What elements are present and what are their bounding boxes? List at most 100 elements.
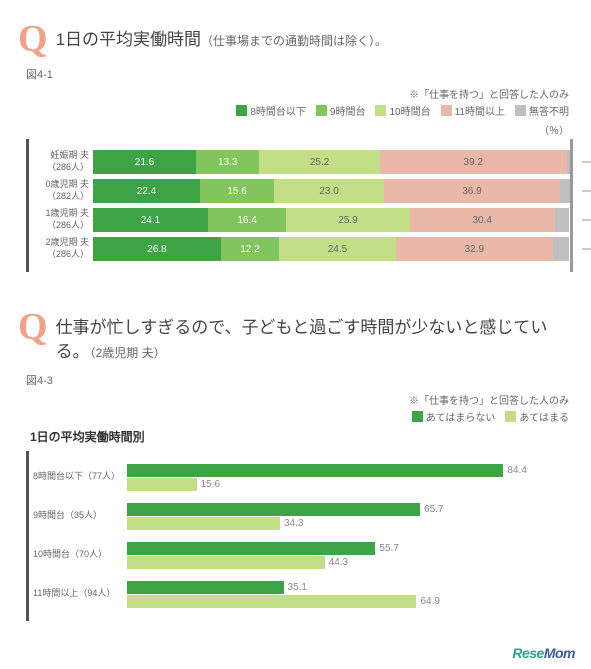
bar-row: 0歳児期 夫（282人）22.415.623.036.92.1 xyxy=(29,179,570,203)
bar-value: 55.7 xyxy=(379,543,398,554)
legend-swatch xyxy=(375,105,386,116)
bar-pair: 35.1 64.9 xyxy=(127,580,573,609)
bar-fill xyxy=(127,556,325,569)
legend-swatch xyxy=(515,105,526,116)
category-label: 10時間台（70人） xyxy=(29,541,127,560)
bar-segment: 25.9 xyxy=(286,208,410,232)
bar-fill xyxy=(127,478,197,491)
bar-value-outside: 2.1 xyxy=(582,186,591,197)
q-title: 1日の平均実働時間（仕事場までの通勤時間は除く）。 xyxy=(56,20,387,52)
bar-fill xyxy=(127,503,420,516)
bar: 44.3 xyxy=(127,556,573,569)
bar-row: 10時間台（70人） 55.7 44.3 xyxy=(29,541,573,570)
bar-row: 8時間台以下（77人）84.415.6 xyxy=(29,463,573,492)
bar-segment: 21.6 xyxy=(93,150,196,174)
legend-item: 9時間台 xyxy=(316,103,366,118)
bar-row: 11時間以上（94人） 35.1 64.9 xyxy=(29,580,573,609)
bar-segment: 32.9 xyxy=(396,237,553,261)
bar: 84.4 xyxy=(127,464,573,477)
legend-swatch xyxy=(505,411,516,422)
bar-segment xyxy=(553,237,570,261)
unit-label: （％） xyxy=(18,122,569,137)
bar-segment: 25.2 xyxy=(259,150,379,174)
bar: 35.1 xyxy=(127,581,573,594)
legend-item: 11時間以上 xyxy=(441,103,505,118)
q-title: 仕事が忙しすぎるので、子どもと過ごす時間が少ないと感じている。（2歳児期 夫） xyxy=(56,308,573,364)
bar-value: 34.3 xyxy=(284,518,303,529)
category-label: 1歳児期 夫（286人） xyxy=(29,208,93,231)
bar-row: 1歳児期 夫（286人）24.116.425.930.43.1 xyxy=(29,208,570,232)
bar: 65.7 xyxy=(127,503,573,516)
legend-swatch xyxy=(441,105,452,116)
legend-label: あてはまらない xyxy=(426,409,496,424)
bar-row: 妊娠期 夫（286人）21.613.325.239.20.7 xyxy=(29,150,570,174)
bar: 34.3 xyxy=(127,517,573,530)
bar: 64.9 xyxy=(127,595,573,608)
bar-segment: 39.2 xyxy=(380,150,567,174)
legend-item: あてはまらない xyxy=(412,409,496,424)
category-label: 2歳児期 夫（286人） xyxy=(29,237,93,260)
q-header: Q 1日の平均実働時間（仕事場までの通勤時間は除く）。 xyxy=(18,20,573,58)
question-block-1: Q 1日の平均実働時間（仕事場までの通勤時間は除く）。 図4-1 ※「仕事を持つ… xyxy=(18,20,573,272)
q-header: Q 仕事が忙しすぎるので、子どもと過ごす時間が少ないと感じている。（2歳児期 夫… xyxy=(18,308,573,364)
logo-part1: Rese xyxy=(512,645,543,661)
legend-swatch xyxy=(316,105,327,116)
bar-segment: 15.6 xyxy=(200,179,274,203)
bar-pair: 55.7 44.3 xyxy=(127,541,573,570)
grouped-bar-chart: 8時間台以下（77人）84.415.6 9時間台（35人） 65.7 34.3 10時間… xyxy=(26,451,573,621)
bar-wrap: 22.415.623.036.92.1 xyxy=(93,179,570,203)
bar-segment: 24.1 xyxy=(93,208,208,232)
figure-label: 図4-3 xyxy=(26,372,573,388)
bar-fill xyxy=(127,517,280,530)
brand-logo: ReseMom xyxy=(512,645,575,661)
q-title-main: 1日の平均実働時間 xyxy=(56,30,201,49)
chart-subtitle: 1日の平均実働時間別 xyxy=(30,428,573,445)
legend-label: 10時間台 xyxy=(389,103,430,118)
bar-value-outside: 3.1 xyxy=(582,215,591,226)
legend-item: あてはまる xyxy=(505,409,569,424)
legend-swatch xyxy=(412,411,423,422)
bar-segment xyxy=(567,150,570,174)
legend-label: 11時間以上 xyxy=(455,103,505,118)
bar-value: 35.1 xyxy=(288,582,307,593)
bar-segment: 22.4 xyxy=(93,179,200,203)
category-label: 0歳児期 夫（282人） xyxy=(29,179,93,202)
bar-row: 9時間台（35人） 65.7 34.3 xyxy=(29,502,573,531)
bar-segment: 36.9 xyxy=(384,179,560,203)
bar-fill xyxy=(127,595,416,608)
bar-value-outside: 3.5 xyxy=(582,244,591,255)
bar-row: 2歳児期 夫（286人）26.812.224.532.93.5 xyxy=(29,237,570,261)
legend-label: 9時間台 xyxy=(330,103,366,118)
legend-label: 無答不明 xyxy=(529,103,569,118)
legend-label: 8時間台以下 xyxy=(250,103,306,118)
stacked-bar-chart: 妊娠期 夫（286人）21.613.325.239.20.70歳児期 夫（282… xyxy=(26,139,573,272)
category-label: 11時間以上（94人） xyxy=(29,580,127,599)
bar-segment: 26.8 xyxy=(93,237,221,261)
bar-fill xyxy=(127,464,503,477)
category-label: 妊娠期 夫（286人） xyxy=(29,150,93,173)
legend-row: あてはまらない あてはまる xyxy=(18,409,569,424)
q-title-sub: （仕事場までの通勤時間は除く）。 xyxy=(201,34,387,48)
legend-row: 8時間台以下 9時間台 10時間台 11時間以上 無答不明 xyxy=(18,103,569,118)
category-label: 9時間台（35人） xyxy=(29,502,127,521)
bar-value: 64.9 xyxy=(420,596,439,607)
bar-pair: 84.415.6 xyxy=(127,463,573,492)
legend-label: あてはまる xyxy=(519,409,569,424)
bar-value: 44.3 xyxy=(329,557,348,568)
bar-segment: 13.3 xyxy=(196,150,259,174)
bar: 55.7 xyxy=(127,542,573,555)
bar-segment: 23.0 xyxy=(274,179,384,203)
legend-item: 8時間台以下 xyxy=(236,103,306,118)
bar-pair: 65.7 34.3 xyxy=(127,502,573,531)
bar-wrap: 26.812.224.532.93.5 xyxy=(93,237,570,261)
bar: 15.6 xyxy=(127,478,573,491)
bar-wrap: 24.116.425.930.43.1 xyxy=(93,208,570,232)
legend-note: ※「仕事を持つ」と回答した人のみ xyxy=(18,86,569,101)
bar-fill xyxy=(127,581,284,594)
bar-segment: 30.4 xyxy=(410,208,555,232)
logo-part2: Mom xyxy=(544,645,575,661)
figure-label: 図4-1 xyxy=(26,66,573,82)
legend-item: 10時間台 xyxy=(375,103,430,118)
bar-wrap: 21.613.325.239.20.7 xyxy=(93,150,570,174)
bar-value: 65.7 xyxy=(424,504,443,515)
